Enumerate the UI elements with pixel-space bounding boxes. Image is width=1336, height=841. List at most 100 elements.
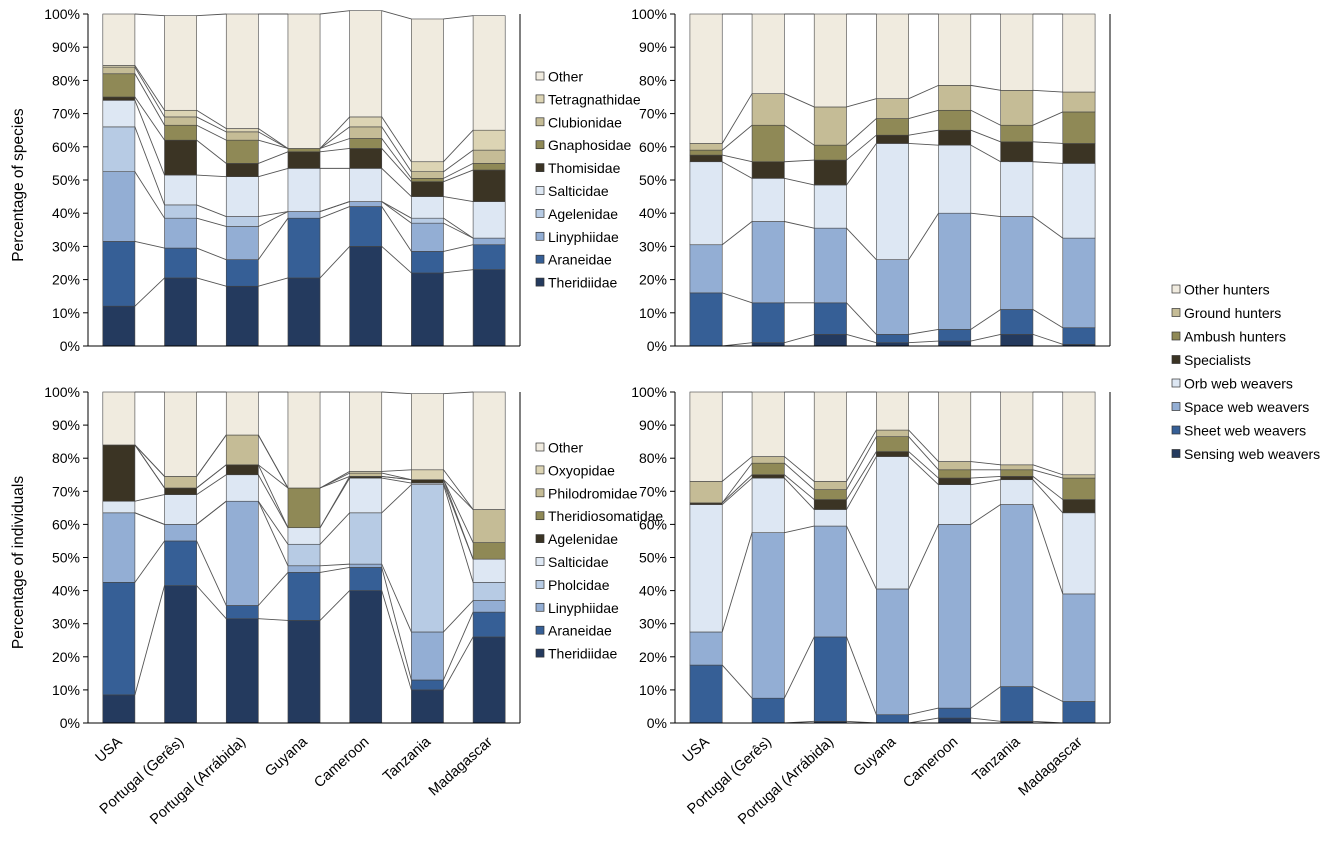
bar-clubionidae-portugal-arrabida (225, 131, 259, 141)
series-connectors (134, 10, 474, 307)
connector-line (1032, 469, 1063, 479)
x-tick-label-cameroon: Cameroon (311, 734, 372, 791)
bar-philodromidae-madagascar (472, 509, 506, 543)
bar-salticidae-tanzania (411, 196, 444, 219)
bar-gnaphosidae-cameroon (349, 138, 383, 149)
bar-gnaphosidae-portugal-geres (164, 124, 197, 141)
legend-swatch-oxyopidae (535, 465, 545, 475)
connector-line (381, 10, 412, 20)
connector-line (721, 456, 753, 482)
connector-line (970, 129, 1001, 143)
connector-line (722, 154, 753, 163)
legend-swatch-linyphiidae (535, 602, 545, 612)
connector-line (846, 302, 877, 335)
connector-line (443, 244, 474, 252)
y-tick-label: 0% (647, 715, 667, 731)
connector-line (319, 206, 350, 219)
legend-label-oxyopidae: Oxyopidae (548, 462, 615, 478)
connector-line (134, 540, 165, 583)
bar-ambush-hunters-madagascar (1062, 477, 1096, 500)
bar-other-hunters-cameroon (938, 13, 972, 86)
x-tick-label-madagascar: Madagascar (1016, 734, 1086, 799)
legend-label-gnaphosidae: Gnaphosidae (548, 137, 632, 153)
bar-space-web-weavers-guyana (876, 259, 909, 335)
connector-line (319, 126, 350, 149)
bar-linyphiidae-usa (102, 512, 136, 583)
bar-agelenidae-tanzania (411, 479, 444, 484)
bar-thomisidae-guyana (287, 151, 321, 169)
connector-line (443, 484, 474, 583)
bar-other-hunters-portugal-arrabida (813, 13, 847, 108)
connector-line (134, 66, 165, 118)
bar-orb-web-weavers-portugal-geres (751, 477, 785, 533)
bar-other-hunters-portugal-geres (751, 13, 785, 94)
connector-line (258, 211, 289, 227)
bar-tetragnathidae-madagascar (472, 129, 506, 151)
connector-line (134, 96, 165, 141)
connector-line (258, 464, 289, 489)
bar-theridiosomatidae-madagascar (472, 542, 506, 560)
connector-line (134, 126, 165, 206)
bar-orb-web-weavers-usa (689, 161, 723, 246)
bar-ground-hunters-tanzania (1000, 90, 1034, 126)
y-tick-label: 0% (60, 338, 80, 354)
legend-label-sensing-web-weavers: Sensing web weavers (1184, 446, 1320, 462)
connector-line (257, 434, 289, 489)
y-tick-label: 30% (52, 616, 80, 632)
bar-space-web-weavers-portugal-arrabida (813, 525, 847, 638)
connector-line (784, 159, 815, 163)
bar-salticidae-portugal-arrabida (225, 176, 259, 217)
bar-salticidae-portugal-geres (164, 174, 197, 206)
connector-line (846, 143, 877, 186)
bar-other-hunters-portugal-geres (751, 391, 785, 457)
bar-ambush-hunters-portugal-geres (751, 124, 785, 163)
bar-orb-web-weavers-cameroon (938, 484, 972, 525)
bar-araneidae-cameroon (349, 567, 383, 591)
bar-tetragnathidae-cameroon (349, 116, 383, 128)
bar-salticidae-madagascar (472, 201, 506, 239)
connector-line (196, 109, 227, 129)
bar-araneidae-guyana (287, 217, 321, 279)
bar-pholcidae-cameroon (349, 512, 383, 565)
connector-line (258, 167, 289, 178)
bar-tetragnathidae-portugal-geres (164, 109, 197, 118)
bar-linyphiidae-portugal-geres (164, 524, 197, 542)
bar-specialists-guyana (876, 134, 909, 144)
connector-line (258, 151, 289, 164)
bar-ground-hunters-tanzania (1000, 464, 1034, 471)
connector-line (320, 563, 350, 567)
legend-swatch-ground-hunters (1171, 308, 1181, 317)
y-tick-label: 100% (44, 6, 80, 22)
bar-clubionidae-usa (102, 66, 136, 75)
bar-theridiidae-madagascar (472, 636, 506, 724)
connector-line (721, 124, 753, 151)
connector-line (970, 504, 1001, 525)
connector-line (1032, 141, 1063, 144)
bar-ground-hunters-guyana (876, 98, 909, 119)
connector-line (908, 84, 939, 100)
connector-line (722, 342, 753, 347)
connector-line (784, 177, 815, 186)
connector-line (908, 212, 939, 260)
legend-label-sheet-web-weavers: Sheet web weavers (1184, 423, 1306, 439)
bar-sheet-web-weavers-cameroon (938, 707, 972, 719)
connector-line (1032, 309, 1064, 329)
connector-line (196, 124, 227, 141)
y-tick-label: 0% (647, 338, 667, 354)
connector-line (196, 217, 227, 227)
bar-orb-web-weavers-guyana (876, 456, 909, 590)
bar-pholcidae-tanzania (411, 484, 444, 633)
legend-label-pholcidae: Pholcidae (548, 577, 610, 593)
connector-line (257, 501, 289, 566)
legend-label-salticidae: Salticidae (548, 183, 609, 199)
legend: Other hunters Ground hunters Ambush hunter… (1171, 282, 1320, 462)
bar-pholcidae-madagascar (472, 582, 506, 601)
connector-line (721, 474, 753, 504)
y-tick-label: 0% (60, 715, 80, 731)
connector-line (257, 464, 289, 528)
bar-theridiidae-usa (102, 694, 136, 724)
y-tick-label: 70% (52, 483, 80, 499)
connector-line (196, 540, 227, 606)
bar-orb-web-weavers-portugal-geres (751, 178, 785, 222)
